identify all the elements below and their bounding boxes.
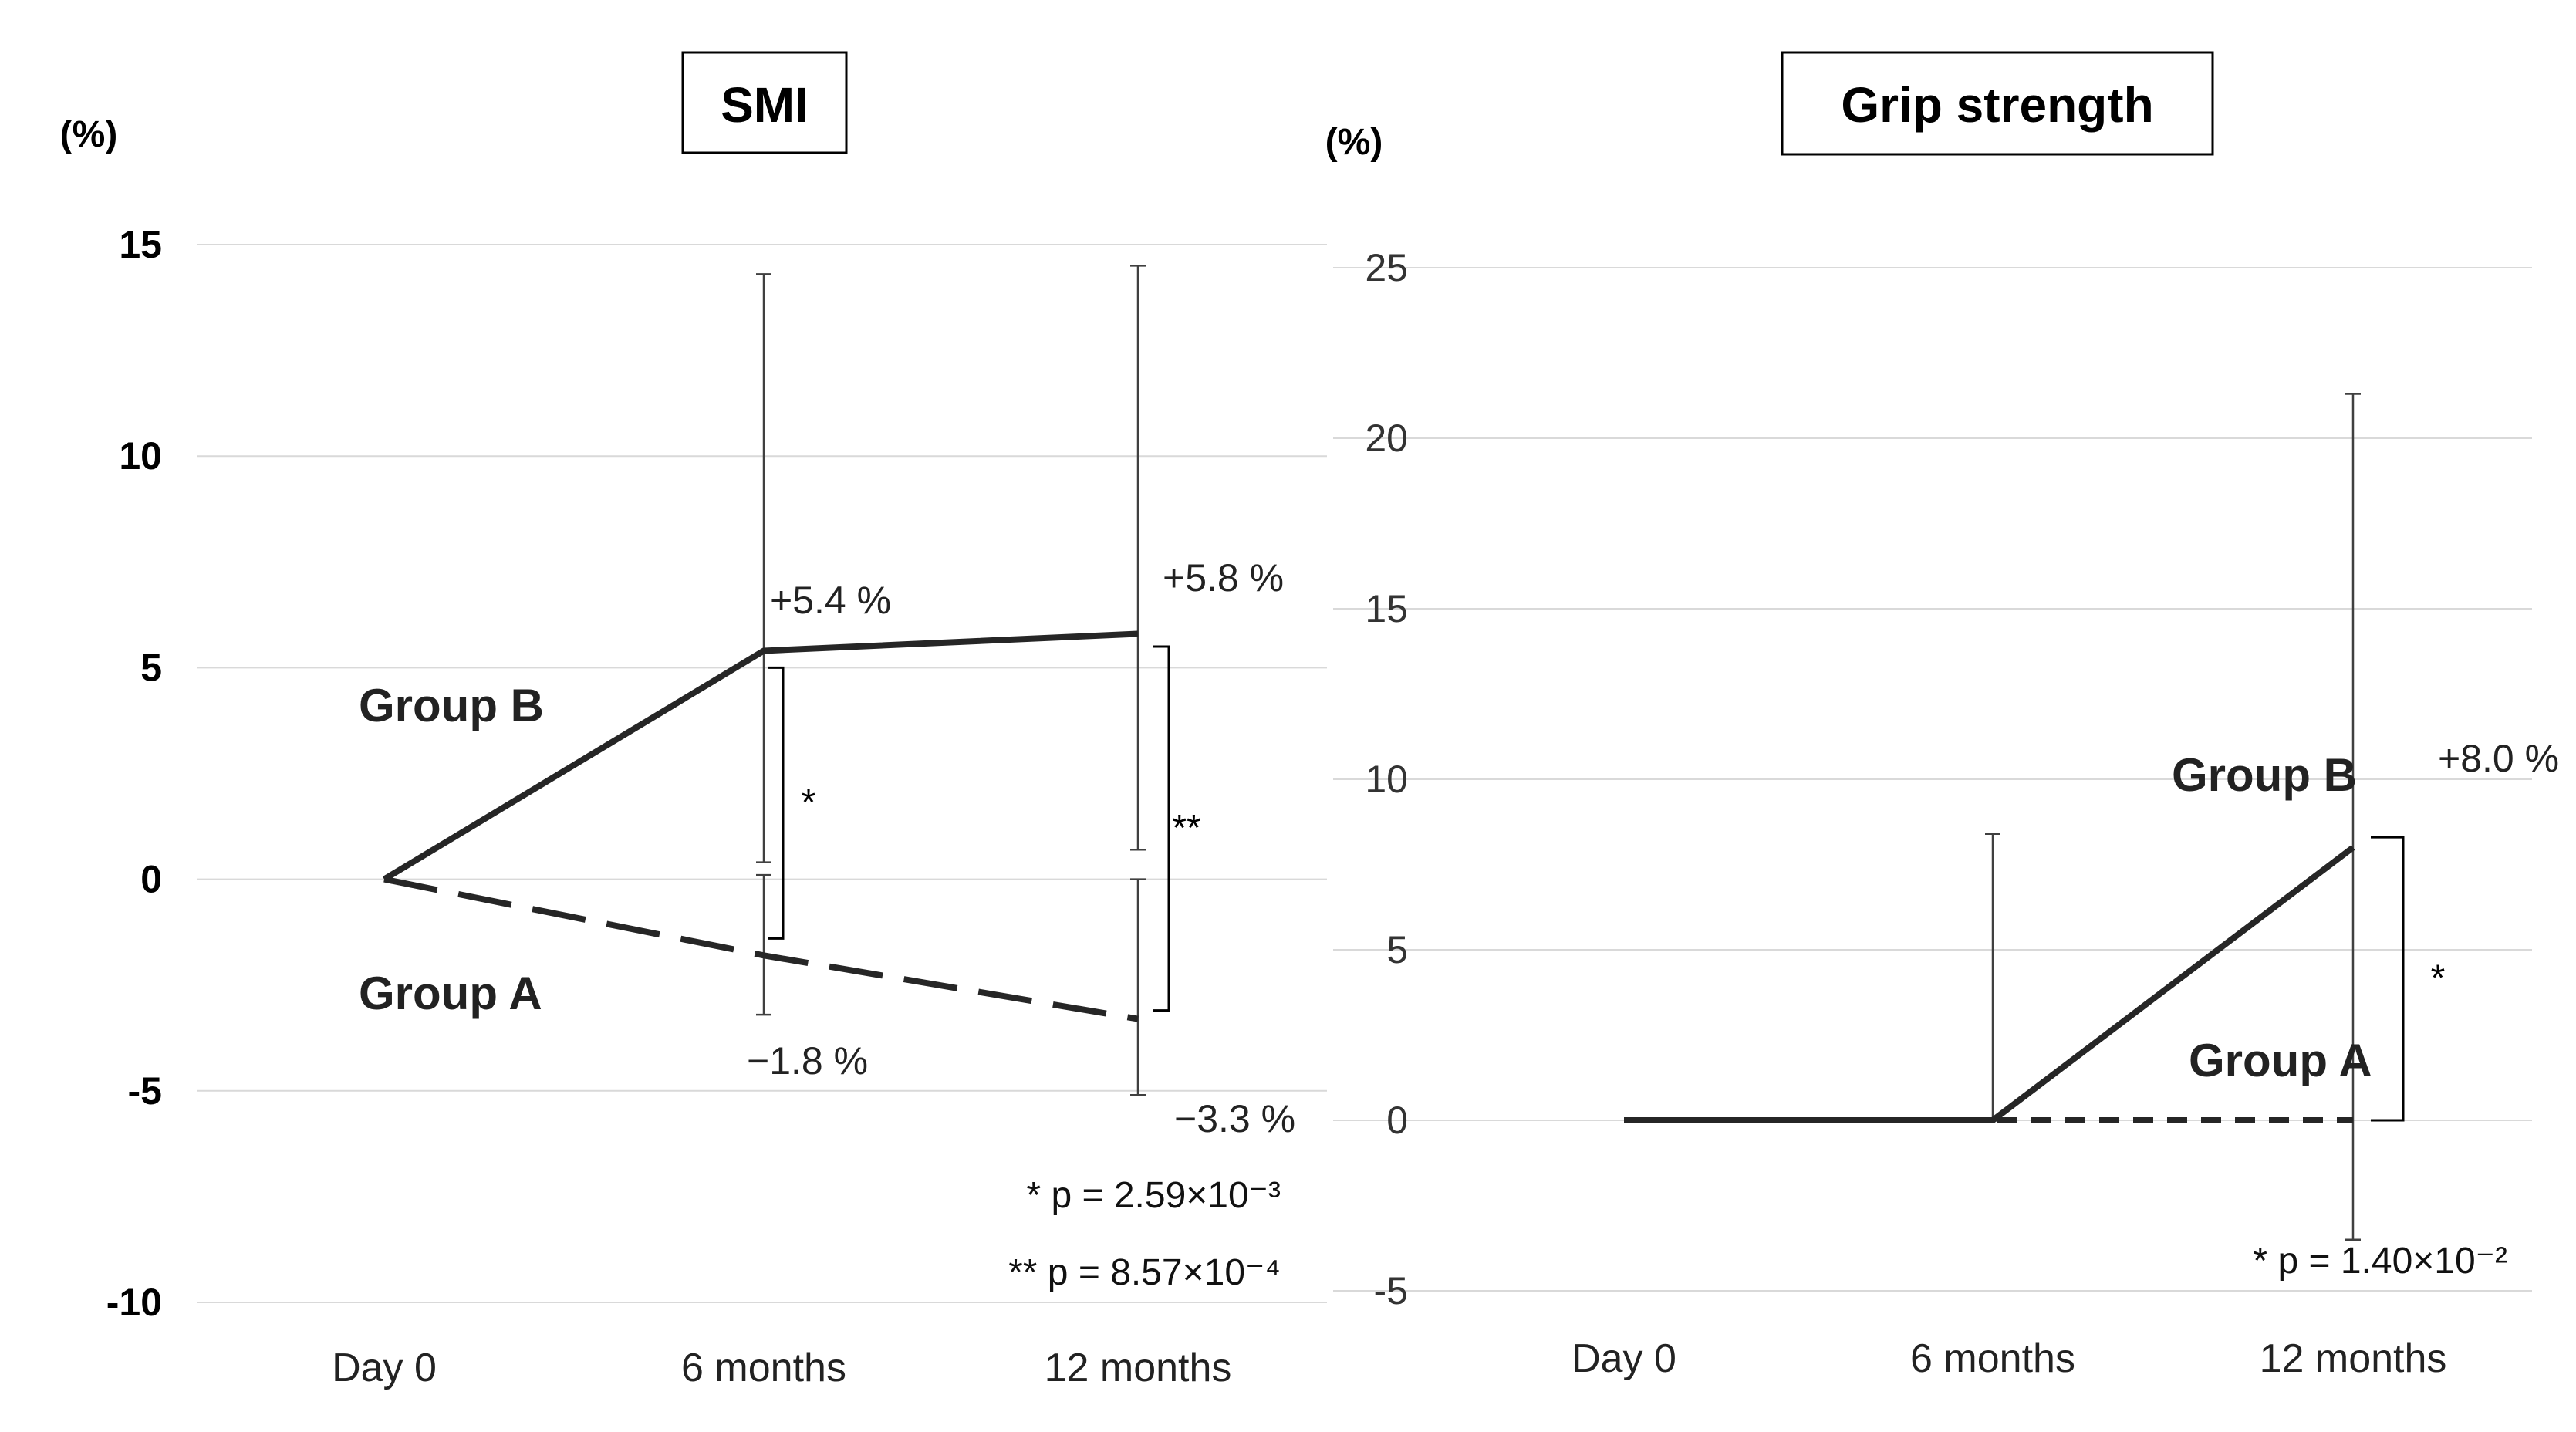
- significance-marker: **: [1172, 808, 1200, 849]
- y-tick-label: 5: [140, 646, 162, 689]
- series-label: Group A: [359, 968, 542, 1019]
- y-axis-label: (%): [60, 114, 118, 155]
- y-axis-label: (%): [1325, 122, 1383, 163]
- data-label: +5.8 %: [1163, 556, 1284, 599]
- series-label: Group B: [2172, 749, 2357, 801]
- y-tick-label: 15: [119, 223, 162, 266]
- p-value-note: * p = 2.59×10⁻³: [1026, 1175, 1281, 1216]
- significance-bracket: [2371, 836, 2405, 1122]
- y-tick-label: -5: [1374, 1269, 1408, 1312]
- x-tick-label: Day 0: [1572, 1336, 1676, 1381]
- y-tick-label: 15: [1365, 587, 1408, 630]
- series-line-group-b: [1624, 845, 2355, 1123]
- y-tick-label: 25: [1365, 246, 1408, 289]
- significance-marker: *: [2431, 958, 2446, 999]
- series-line-group-b: [382, 630, 1139, 883]
- series-label: Group A: [2189, 1035, 2372, 1086]
- smi-panel: SMI (%) 15 10 5 0 -5 -10 Day 0 6 months 12 months G…: [60, 51, 1327, 1390]
- p-value-note: ** p = 8.57×10⁻⁴: [1008, 1252, 1281, 1293]
- data-label: +5.4 %: [770, 579, 891, 622]
- y-tick-label: -10: [106, 1281, 162, 1324]
- significance-bracket: [1153, 645, 1170, 1012]
- grip-strength-panel: Grip strength (%) 25 20 15 10 5 0 -5 Day 0 6 month…: [1325, 51, 2559, 1381]
- significance-marker: *: [802, 782, 816, 823]
- x-tick-label: Day 0: [332, 1346, 437, 1390]
- chart-title-box: [681, 51, 848, 154]
- y-tick-label: 5: [1386, 928, 1408, 971]
- significance-bracket: [768, 666, 785, 940]
- data-label: +8.0 %: [2438, 737, 2559, 780]
- x-tick-label: 12 months: [1045, 1346, 1232, 1390]
- chart-title: SMI: [721, 77, 809, 133]
- data-label: −1.8 %: [747, 1039, 868, 1082]
- series-line-group-a: [383, 876, 1139, 1022]
- chart-title: Grip strength: [1841, 77, 2153, 133]
- x-tick-label: 6 months: [681, 1346, 846, 1390]
- x-tick-label: 6 months: [1910, 1336, 2075, 1381]
- x-tick-label: 12 months: [2260, 1336, 2447, 1381]
- p-value-note: * p = 1.40×10⁻²: [2253, 1241, 2507, 1282]
- y-tick-label: -5: [128, 1069, 162, 1113]
- series-label: Group B: [359, 680, 544, 731]
- data-label: −3.3 %: [1174, 1097, 1295, 1140]
- y-tick-label: 0: [140, 858, 162, 901]
- y-tick-label: 0: [1386, 1099, 1408, 1142]
- y-tick-label: 20: [1365, 417, 1408, 460]
- y-tick-label: 10: [1365, 758, 1408, 801]
- chart-title-box: [1781, 51, 2214, 156]
- y-tick-label: 10: [119, 434, 162, 478]
